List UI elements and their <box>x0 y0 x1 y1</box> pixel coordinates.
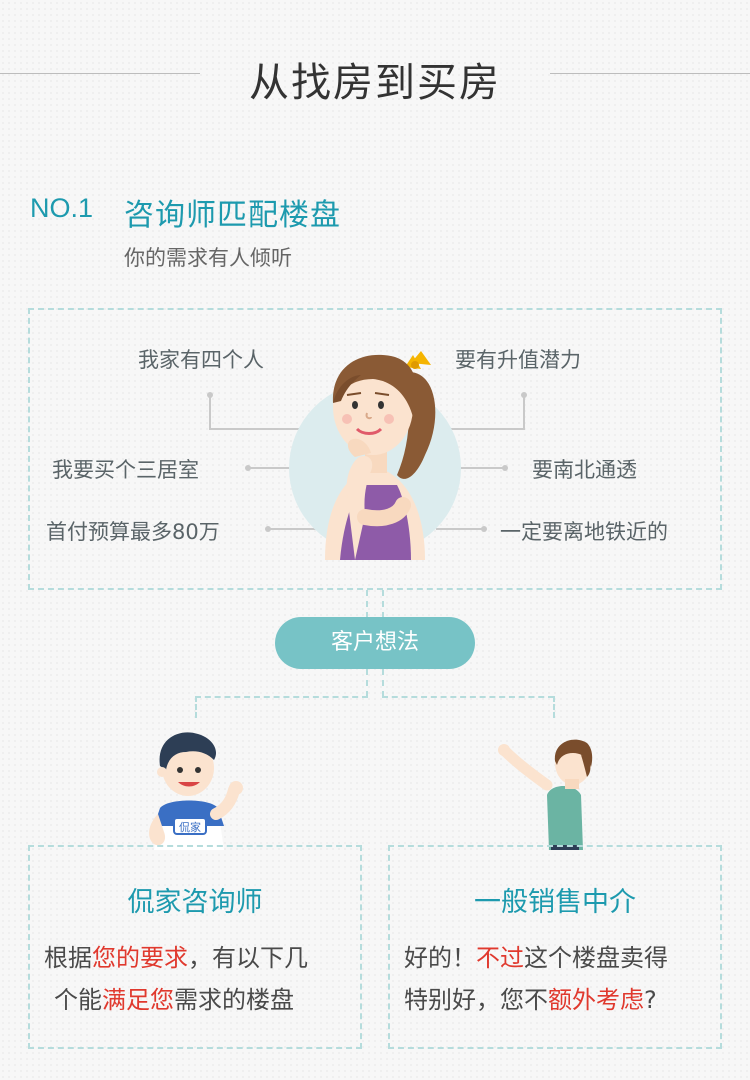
section-subtitle: 你的需求有人倾听 <box>124 246 292 270</box>
consultant-card-text: 根据您的要求，有以下几 个能满足您需求的楼盘 <box>44 937 354 1021</box>
connector-dot <box>481 526 487 532</box>
pill-connector-top-1 <box>366 590 368 618</box>
branch-left-down <box>195 696 197 718</box>
thinking-woman-illustration <box>289 351 461 560</box>
connector-dot <box>521 392 527 398</box>
consultant-card-line-1: 根据您的要求，有以下几 <box>44 944 308 972</box>
connector-left-1 <box>209 395 211 430</box>
connector-right-1 <box>523 395 525 430</box>
wish-near-metro: 一定要离地铁近的 <box>500 520 668 544</box>
shirt-logo-text: 侃家 <box>179 820 201 834</box>
branch-right-down <box>553 696 555 718</box>
connector-right-1h <box>445 428 525 430</box>
consultant-card-title: 侃家咨询师 <box>127 887 263 918</box>
pill-connector-bottom-1 <box>366 669 368 697</box>
highlight-however: 不过 <box>476 944 524 972</box>
consultant-illustration: 侃家 <box>149 732 243 850</box>
highlight-extra-consider: 额外考虑 <box>548 986 644 1014</box>
customer-wishes-panel <box>28 308 722 590</box>
connector-right-3 <box>436 528 484 530</box>
page-title: 从找房到买房 <box>249 60 501 106</box>
connector-dot <box>502 465 508 471</box>
consultant-card <box>28 845 362 1049</box>
connector-dot <box>207 392 213 398</box>
pill-connector-bottom-2 <box>382 669 384 697</box>
title-divider-right <box>550 73 750 74</box>
wish-three-bedroom: 我要买个三居室 <box>52 458 199 482</box>
highlight-your-requirements: 您的要求 <box>92 944 188 972</box>
wish-appreciation: 要有升值潜力 <box>455 348 581 372</box>
agent-card-text: 好的！不过这个楼盘卖得 特别好，您不额外考虑? <box>404 937 716 1021</box>
branch-right <box>382 696 554 698</box>
connector-dot <box>245 465 251 471</box>
highlight-satisfy-you: 满足您 <box>102 986 174 1014</box>
wish-family-size: 我家有四个人 <box>138 348 264 372</box>
agent-card-title: 一般销售中介 <box>474 887 636 918</box>
connector-left-3 <box>268 528 316 530</box>
title-divider-left <box>0 73 200 74</box>
connector-left-2 <box>248 467 298 469</box>
wish-down-payment: 首付预算最多80万 <box>46 520 220 544</box>
wish-ventilation: 要南北通透 <box>532 458 637 482</box>
section-number: NO.1 <box>30 193 94 223</box>
agent-card-line-1: 好的！不过这个楼盘卖得 <box>404 944 668 972</box>
salesman-illustration <box>498 739 593 850</box>
connector-left-1h <box>209 428 309 430</box>
agent-card <box>388 845 722 1049</box>
branch-left <box>195 696 368 698</box>
connector-dot <box>265 526 271 532</box>
connector-right-2 <box>456 467 506 469</box>
consultant-card-line-2: 个能满足您需求的楼盘 <box>54 986 294 1014</box>
customer-ideas-pill: 客户想法 <box>275 617 475 669</box>
agent-card-line-2: 特别好，您不额外考虑? <box>404 986 657 1014</box>
pill-connector-top-2 <box>382 590 384 618</box>
section-title: 咨询师匹配楼盘 <box>124 198 341 233</box>
